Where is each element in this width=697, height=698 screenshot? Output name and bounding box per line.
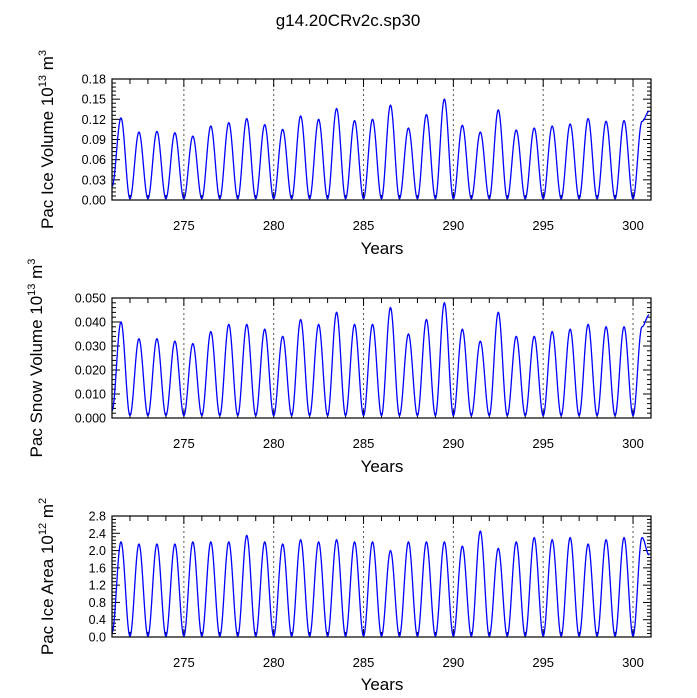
y-tick-label-2: 0.06 [82,153,106,167]
y-tick-label-2: 0.8 [89,596,106,610]
x-tick-label-280: 280 [263,436,285,451]
panel-ice-area: 275 280 285 290 295 300 0.0 0.4 0.8 1.2 1.6 2.0 2.4 2… [37,498,652,694]
y-tick-label-0: 0.00 [82,194,106,208]
y-tick-label-1: 0.010 [75,388,106,402]
series-line-0 [111,530,650,638]
plot-frame [111,297,652,419]
y-tick-label-3: 0.030 [75,340,106,354]
x-tick-label-285: 285 [353,436,375,451]
y-tick-label-5: 0.15 [82,93,106,107]
x-tick-label-300: 300 [622,218,644,233]
x-tick-label-295: 295 [532,218,554,233]
plot-frame [111,515,652,638]
series-line-0 [111,98,650,200]
y-tick-label-3: 1.2 [89,579,106,593]
plot-frame [111,78,652,201]
x-tick-label-280: 280 [263,655,285,670]
x-tick-label-285: 285 [353,655,375,670]
y-tick-label-4: 0.040 [75,316,106,330]
x-tick-label-275: 275 [173,218,195,233]
y-axis-label: Pac Ice Volume 1013 m3 [37,50,57,229]
y-tick-label-4: 1.6 [89,561,106,575]
x-tick-label-290: 290 [443,218,465,233]
y-tick-label-2: 0.020 [75,364,106,378]
y-tick-label-6: 2.4 [89,527,106,541]
x-axis-label: Years [361,239,404,258]
x-tick-label-290: 290 [443,436,465,451]
x-tick-label-295: 295 [532,655,554,670]
y-axis-label: Pac Snow Volume 1013 m3 [26,259,46,458]
y-tick-label-0: 0.0 [89,631,106,645]
y-tick-label-0: 0.000 [75,412,106,426]
y-tick-label-5: 0.050 [75,292,106,306]
x-tick-label-295: 295 [532,436,554,451]
panel-ice-volume: 275 280 285 290 295 300 0.00 0.03 0.06 0.09 0.12 0.… [37,50,652,258]
y-tick-label-1: 0.03 [82,173,106,187]
y-tick-label-5: 2.0 [89,544,106,558]
y-tick-label-4: 0.12 [82,113,106,127]
x-tick-label-300: 300 [622,436,644,451]
x-tick-label-280: 280 [263,218,285,233]
x-tick-label-300: 300 [622,655,644,670]
x-axis-label: Years [361,457,404,476]
figure-title: g14.20CRv2c.sp30 [276,11,421,30]
x-tick-label-285: 285 [353,218,375,233]
panel-snow-volume: 275 280 285 290 295 300 0.000 0.010 0.020 0.030 0.… [26,259,652,476]
x-axis-label: Years [361,675,404,694]
x-tick-label-275: 275 [173,436,195,451]
y-tick-label-7: 2.8 [89,510,106,524]
x-tick-label-275: 275 [173,655,195,670]
y-tick-label-6: 0.18 [82,73,106,87]
y-tick-label-3: 0.09 [82,133,106,147]
x-tick-label-290: 290 [443,655,465,670]
y-axis-label: Pac Ice Area 1012 m2 [37,498,57,655]
series-line-0 [111,301,650,417]
y-tick-label-1: 0.4 [89,613,106,627]
